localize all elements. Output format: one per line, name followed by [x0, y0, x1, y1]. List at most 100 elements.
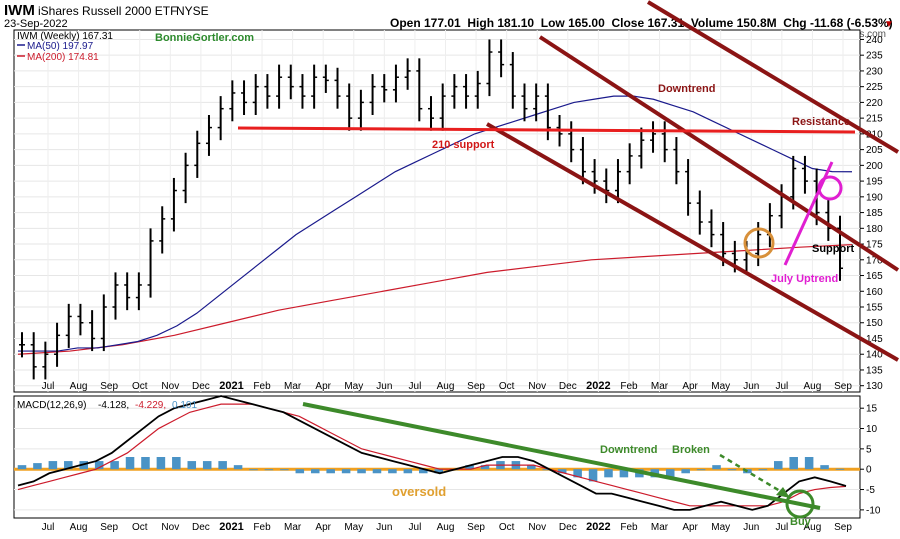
price-ytick-label: 215: [866, 114, 883, 125]
price-ytick-label: 130: [866, 381, 883, 392]
price-ytick-label: 135: [866, 365, 883, 376]
price-xtick-label: Apr: [682, 381, 698, 392]
macd-legend-hist: 0.101: [172, 400, 197, 411]
price-ytick-label: 190: [866, 192, 883, 203]
ma50-series: [18, 95, 853, 352]
macd-histogram-bar: [789, 457, 798, 470]
macd-histogram-bar: [110, 461, 119, 470]
macd-histogram-bar: [434, 469, 443, 474]
channel-lower-line: [486, 122, 899, 362]
price-ytick-label: 240: [866, 35, 883, 46]
macd-xtick-label: Feb: [253, 522, 271, 533]
price-xtick-label: Jul: [409, 381, 422, 392]
price-xtick-label: Feb: [620, 381, 638, 392]
macd-histogram-bar: [557, 469, 567, 474]
macd-histogram-bar: [218, 461, 227, 470]
legend-price: IWM (Weekly) 167.31: [17, 31, 113, 42]
macd-histogram-bar: [264, 469, 274, 471]
ticker-symbol: IWM: [4, 2, 35, 19]
downtrend-label: Downtrend: [658, 83, 715, 95]
macd-xtick-label: Nov: [161, 522, 179, 533]
macd-histogram-bar: [295, 469, 305, 474]
price-ytick-label: 175: [866, 240, 883, 251]
macd-xtick-label: Jul: [775, 522, 788, 533]
macd-x-axis: Jul Aug Sep Oct Nov Dec 2021 Feb Mar Apr May Jun Jul…: [42, 521, 853, 533]
macd-histogram-bar: [588, 469, 598, 482]
macd-xtick-label: 2022: [586, 521, 610, 533]
channel-outer-line: [646, 0, 900, 154]
resistance-210-line: [237, 126, 856, 134]
macd-xtick-label: May: [344, 522, 363, 533]
price-gridlines: [14, 30, 860, 392]
macd-histogram-bar: [403, 469, 413, 474]
macd-histogram-bar: [64, 461, 73, 470]
macd-histogram-bar: [187, 461, 197, 470]
price-ytick-label: 200: [866, 161, 883, 172]
price-ytick-label: 225: [866, 82, 883, 93]
price-xtick-label: Jun: [743, 381, 759, 392]
price-ytick-label: 170: [866, 255, 883, 266]
macd-histogram-bar: [141, 457, 150, 470]
macd-histogram-bar: [33, 463, 42, 470]
price-xtick-label: Aug: [437, 381, 455, 392]
macd-xtick-label: May: [711, 522, 730, 533]
oversold-label: oversold: [392, 484, 446, 499]
macd-histogram-bar: [820, 465, 829, 470]
author-label: BonnieGortler.com: [155, 32, 254, 44]
price-xtick-label: Nov: [161, 381, 179, 392]
price-ytick-label: 195: [866, 177, 883, 188]
macd-xtick-label: Sep: [467, 522, 485, 533]
macd-xtick-label: Sep: [834, 522, 852, 533]
price-xtick-label: Apr: [315, 381, 331, 392]
buy-circle-marker: [785, 489, 815, 519]
macd-xtick-label: Apr: [682, 522, 698, 533]
price-xtick-label: Jun: [376, 381, 392, 392]
july-uptrend-label: July Uptrend: [771, 273, 838, 285]
broken-arrow-line: [719, 453, 786, 496]
macd-xtick-label: Jul: [42, 522, 55, 533]
support-label: Support: [812, 243, 854, 255]
down-arrow-icon: ▼: [884, 19, 894, 30]
macd-histogram-bar: [696, 469, 706, 471]
macd-histogram-bar: [249, 469, 258, 471]
macd-downtrend-line: [302, 402, 821, 510]
macd-xtick-label: Mar: [651, 522, 669, 533]
price-xtick-label: Oct: [499, 381, 515, 392]
macd-downtrend-label: Downtrend: [600, 444, 657, 456]
macd-histogram-bar: [233, 465, 243, 470]
support-210-label: 210 support: [432, 139, 495, 151]
macd-histogram-bar: [372, 469, 382, 474]
macd-xtick-label: Jul: [409, 522, 422, 533]
macd-histogram-bar: [619, 469, 629, 478]
price-xtick-label: Sep: [467, 381, 485, 392]
macd-histogram-bar: [388, 469, 397, 474]
price-ytick-label: 235: [866, 51, 883, 62]
price-xtick-label: Nov: [528, 381, 546, 392]
price-xtick-label: May: [344, 381, 363, 392]
broken-label: Broken: [672, 444, 710, 456]
price-xtick-label: May: [711, 381, 730, 392]
security-name: iShares Russell 2000 ETF: [38, 4, 177, 18]
macd-ytick-label: -5: [866, 485, 875, 496]
price-panel-frame: [13, 29, 861, 393]
price-ytick-label: 210: [866, 129, 883, 140]
macd-histogram-bar: [604, 469, 613, 478]
macd-histogram-bar: [681, 469, 690, 474]
macd-histogram-bar: [341, 469, 351, 474]
orange-circle-marker: [743, 227, 775, 259]
price-xtick-label: Dec: [559, 381, 577, 392]
macd-histogram-bar: [480, 465, 490, 470]
price-xtick-label: 2021: [219, 380, 243, 392]
macd-histogram-bar: [835, 468, 845, 470]
macd-histogram-bar: [573, 469, 582, 478]
macd-histogram-bar: [310, 469, 320, 474]
price-xtick-label: Mar: [284, 381, 302, 392]
price-xtick-label: Jul: [775, 381, 788, 392]
macd-histogram-bar: [156, 457, 166, 470]
macd-xtick-label: 2021: [219, 521, 243, 533]
macd-histogram-bar: [527, 465, 536, 470]
ma50-line: [18, 95, 853, 352]
price-y-axis: 130 135 140 145 150 155 160 165 170 175 180 185 190 1…: [860, 35, 883, 392]
macd-histogram-bar: [326, 469, 335, 474]
